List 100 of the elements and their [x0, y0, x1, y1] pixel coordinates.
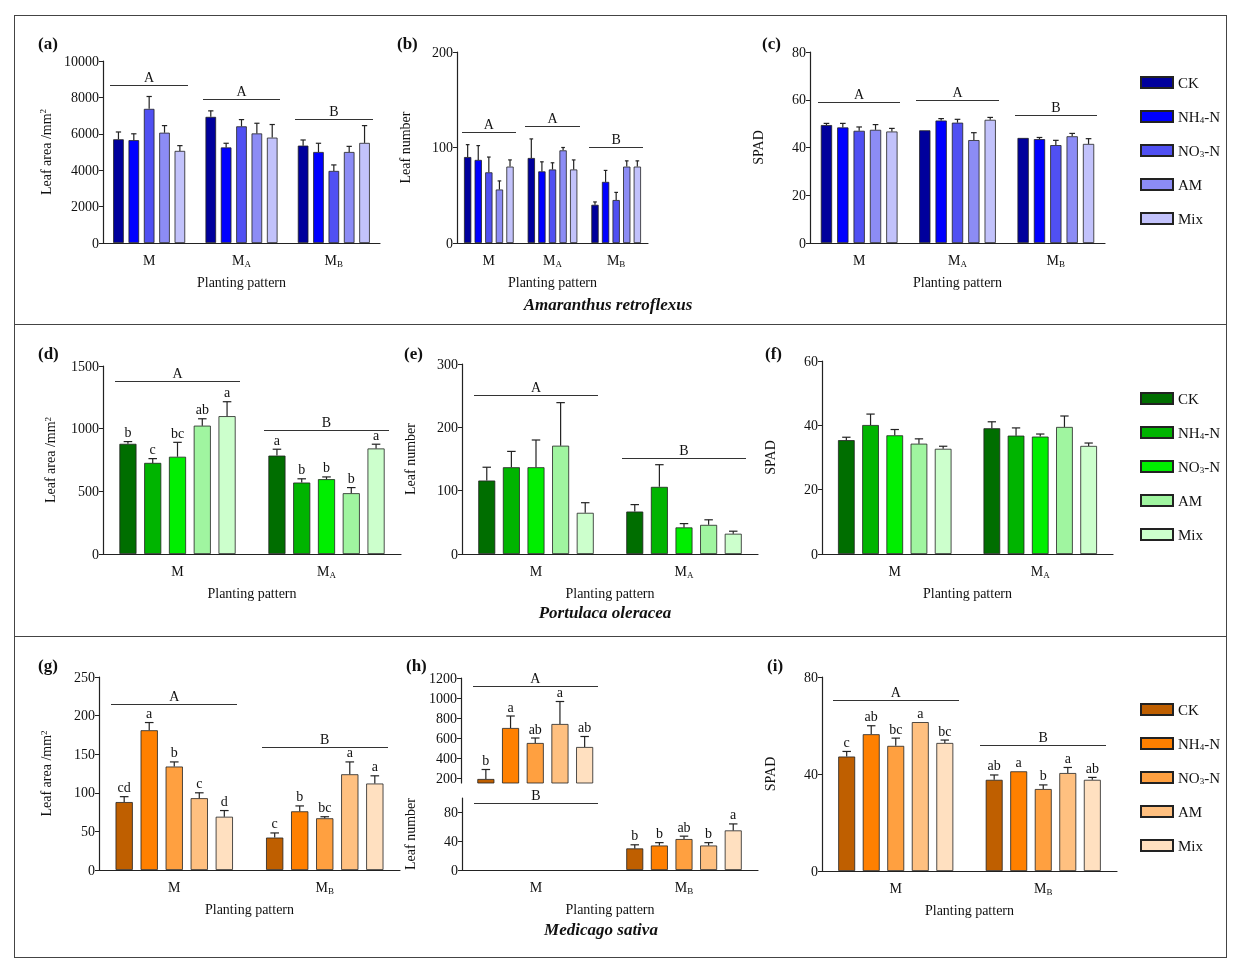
x-tick-label: M: [142, 252, 156, 268]
chart-title: (e): [404, 344, 423, 363]
y-tick-label: 0: [811, 863, 818, 879]
y-tick-label: 0: [811, 546, 818, 562]
x-axis-title: Planting pattern: [924, 902, 1015, 918]
x-tick-label: M: [852, 252, 866, 268]
x-axis-title: Planting pattern: [507, 274, 598, 290]
text: Portulaca oleracea: [538, 603, 672, 623]
y-tick-label: 500: [78, 483, 99, 499]
data-label: b: [655, 826, 663, 842]
legend-label: Mix: [1178, 837, 1204, 854]
data-label: bc: [318, 800, 332, 816]
data-label: b: [323, 460, 330, 476]
annotation: A: [172, 366, 183, 381]
data-label: bc: [938, 723, 952, 739]
group-bracket: A: [817, 87, 901, 104]
legend-label: CK: [1178, 701, 1199, 718]
y-axis-title: Leaf number: [402, 797, 418, 870]
annotation: B: [679, 443, 689, 458]
y-axis-title: Leaf number: [397, 111, 413, 184]
annotation: A: [952, 85, 963, 100]
group-bracket: B: [473, 788, 599, 805]
y-tick-label: 100: [74, 785, 95, 801]
y-tick-label: 250: [74, 669, 95, 685]
data-label: c: [196, 776, 203, 792]
group-bracket: B: [621, 443, 747, 460]
y-tick-label: 400: [436, 750, 457, 766]
x-axis-title: Planting pattern: [196, 274, 287, 290]
y-axis-title: SPAD: [762, 756, 778, 792]
annotation: A: [530, 380, 542, 395]
data-label: ab: [195, 402, 209, 418]
annotation: B: [1038, 730, 1048, 745]
y-tick-label: 200: [436, 770, 457, 786]
y-tick-label: 8000: [71, 89, 99, 105]
data-label: ab: [864, 709, 878, 725]
chart-title: (b): [397, 34, 418, 53]
y-tick-label: 0: [446, 235, 453, 251]
chart-title: (a): [38, 34, 58, 53]
chart-title: (g): [38, 656, 58, 675]
y-tick-label: 200: [437, 419, 458, 435]
data-label: b: [347, 471, 355, 487]
data-label: c: [271, 816, 278, 832]
y-tick-label: 0: [799, 235, 806, 251]
y-tick-label: 2000: [71, 199, 99, 215]
y-tick-label: 20: [804, 482, 818, 498]
data-label: a: [1064, 750, 1072, 766]
y-tick-label: 0: [451, 862, 458, 878]
legend-label: AM: [1178, 492, 1203, 509]
legend-label: AM: [1178, 176, 1203, 193]
data-label: ab: [528, 721, 542, 737]
y-tick-label: 40: [792, 140, 806, 155]
y-tick-label: 60: [804, 353, 818, 369]
group-bracket: A: [473, 380, 599, 397]
annotation: B: [321, 415, 332, 430]
y-tick-label: 1500: [71, 358, 99, 374]
group-bracket: A: [111, 689, 238, 706]
data-label: a: [223, 385, 231, 401]
y-tick-label: 150: [74, 746, 95, 762]
data-label: ab: [987, 758, 1001, 774]
y-tick-label: 600: [436, 730, 457, 746]
data-label: ab: [677, 819, 691, 835]
data-label: b: [124, 425, 132, 441]
legend-label: Mix: [1178, 526, 1204, 543]
x-tick-label: M: [171, 563, 185, 579]
data-label: a: [730, 807, 738, 823]
data-label: ab: [1085, 760, 1099, 776]
legend-label: NO3-N: [1178, 142, 1221, 159]
data-label: d: [220, 794, 228, 810]
annotation: A: [547, 111, 558, 126]
annotation: B: [329, 104, 339, 119]
y-tick-label: 300: [437, 356, 458, 372]
x-axis-title: Planting pattern: [565, 585, 655, 601]
legend-label: AM: [1178, 803, 1203, 820]
data-label: cd: [117, 780, 131, 796]
group-bracket: A: [114, 366, 241, 383]
legend-label: NO3-N: [1178, 458, 1221, 475]
chart-title: (h): [406, 656, 427, 675]
data-label: a: [1015, 754, 1023, 770]
group-bracket: A: [525, 111, 580, 128]
annotation: A: [854, 87, 865, 102]
y-tick-label: 80: [804, 669, 818, 685]
data-label: b: [1039, 768, 1047, 784]
legend-label: NH4-N: [1178, 108, 1221, 125]
annotation: A: [144, 70, 155, 85]
data-label: c: [149, 442, 156, 458]
data-label: bc: [170, 425, 185, 441]
y-tick-label: 1200: [429, 670, 457, 686]
y-tick-label: 0: [92, 546, 99, 562]
x-tick-label: M: [529, 879, 543, 895]
data-label: a: [146, 706, 154, 722]
text: Amaranthus retroflexus: [523, 295, 693, 315]
legend-label: NH4-N: [1178, 424, 1221, 441]
y-tick-label: 0: [88, 862, 95, 878]
annotation: B: [531, 788, 541, 803]
annotation: A: [483, 117, 494, 132]
legend-label: Mix: [1178, 210, 1204, 227]
chart-title: (d): [38, 344, 59, 363]
x-axis-title: Planting pattern: [912, 274, 1003, 290]
y-tick-label: 800: [436, 710, 457, 726]
y-axis-title: Leaf area /mm2: [38, 730, 54, 817]
